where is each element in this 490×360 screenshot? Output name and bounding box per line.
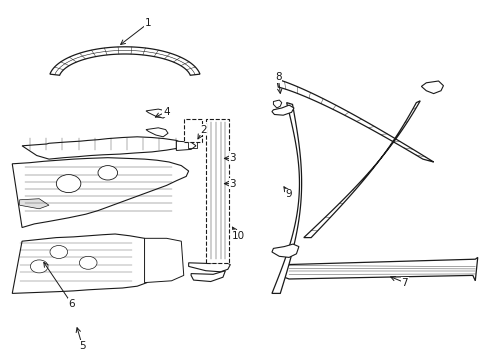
Text: 4: 4: [163, 107, 170, 117]
Circle shape: [30, 260, 48, 273]
Text: 7: 7: [401, 278, 408, 288]
Polygon shape: [421, 81, 443, 94]
Polygon shape: [176, 141, 196, 150]
Polygon shape: [272, 103, 302, 293]
Text: 9: 9: [286, 189, 293, 199]
Text: 10: 10: [232, 231, 245, 241]
Polygon shape: [272, 105, 294, 115]
Polygon shape: [146, 109, 168, 118]
Polygon shape: [22, 137, 184, 159]
Text: 6: 6: [69, 299, 75, 309]
Circle shape: [98, 166, 118, 180]
Polygon shape: [12, 234, 147, 293]
Polygon shape: [12, 158, 189, 228]
Polygon shape: [50, 47, 200, 75]
Bar: [206, 119, 229, 263]
Polygon shape: [284, 257, 478, 281]
Text: 5: 5: [79, 341, 86, 351]
Polygon shape: [145, 238, 184, 283]
Text: 8: 8: [275, 72, 282, 82]
Polygon shape: [146, 128, 168, 137]
Text: 2: 2: [200, 125, 207, 135]
Text: 3: 3: [229, 153, 236, 163]
Polygon shape: [191, 271, 225, 282]
Polygon shape: [272, 244, 299, 257]
Polygon shape: [304, 101, 420, 238]
Polygon shape: [189, 262, 230, 272]
Text: 1: 1: [145, 18, 151, 28]
Text: 3: 3: [229, 179, 236, 189]
Circle shape: [56, 175, 81, 193]
Polygon shape: [277, 79, 434, 162]
Polygon shape: [20, 199, 49, 209]
Circle shape: [79, 256, 97, 269]
Bar: [184, 119, 202, 142]
Polygon shape: [273, 100, 282, 108]
Circle shape: [50, 246, 68, 258]
